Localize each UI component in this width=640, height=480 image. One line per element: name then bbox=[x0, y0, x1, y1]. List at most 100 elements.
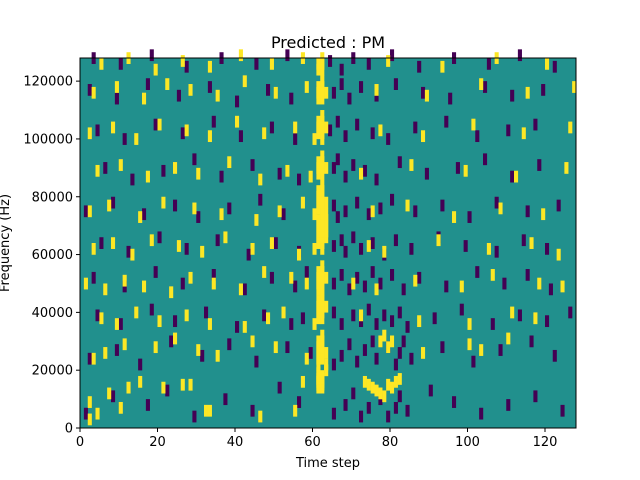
heatmap-cell-low bbox=[173, 199, 178, 212]
heatmap-cell-low bbox=[397, 390, 402, 403]
heatmap-cell-low bbox=[525, 269, 530, 281]
heatmap-cell-high bbox=[459, 280, 464, 293]
heatmap-cell-high bbox=[316, 335, 321, 348]
heatmap-cell-low bbox=[537, 159, 542, 171]
heatmap-cell-low bbox=[83, 407, 88, 420]
heatmap-cell-low bbox=[269, 271, 274, 284]
heatmap-cell-high bbox=[300, 196, 305, 209]
heatmap-cell-high bbox=[320, 260, 325, 273]
heatmap-cell-high bbox=[541, 208, 546, 221]
heatmap-cell-low bbox=[114, 92, 119, 105]
heatmap-cell-high bbox=[471, 118, 476, 131]
heatmap-cell-low bbox=[331, 162, 336, 174]
heatmap-cell-high bbox=[390, 335, 395, 348]
heatmap-cell-high bbox=[254, 214, 259, 226]
y-tick-label: 80000 bbox=[32, 190, 73, 205]
heatmap-cell-low bbox=[370, 335, 375, 348]
heatmap-cell-low bbox=[362, 280, 367, 293]
heatmap-cell-high bbox=[324, 347, 329, 359]
heatmap-cell-high bbox=[277, 205, 282, 218]
heatmap-cell-high bbox=[95, 164, 100, 177]
heatmap-cell-high bbox=[382, 329, 387, 342]
heatmap-cell-low bbox=[386, 133, 391, 145]
heatmap-cell-high bbox=[300, 375, 305, 388]
heatmap-cell-high bbox=[91, 86, 96, 99]
heatmap-cell-low bbox=[378, 277, 383, 290]
heatmap-cell-low bbox=[207, 81, 212, 93]
heatmap-cell-low bbox=[126, 245, 131, 258]
heatmap-cell-high bbox=[273, 86, 278, 99]
heatmap-cell-high bbox=[514, 170, 519, 183]
heatmap-cell-low bbox=[304, 266, 309, 278]
heatmap-cell-low bbox=[548, 283, 553, 296]
heatmap-cell-low bbox=[440, 341, 445, 354]
heatmap-cell-high bbox=[180, 378, 185, 391]
heatmap-cell-low bbox=[533, 118, 538, 131]
heatmap-cell-low bbox=[138, 358, 143, 371]
heatmap-cell-low bbox=[250, 159, 255, 171]
heatmap-cell-high bbox=[122, 338, 127, 351]
heatmap-cell-low bbox=[556, 199, 561, 212]
heatmap-cell-low bbox=[285, 49, 290, 62]
heatmap-cell-high bbox=[316, 185, 321, 197]
heatmap-cell-low bbox=[308, 347, 313, 359]
heatmap-cell-high bbox=[366, 240, 371, 252]
heatmap-cell-high bbox=[498, 202, 503, 215]
heatmap-cell-low bbox=[258, 193, 263, 206]
heatmap-cell-high bbox=[312, 243, 317, 255]
x-tick-label: 20 bbox=[149, 435, 166, 450]
heatmap-cell-low bbox=[289, 318, 294, 330]
heatmap-cell-low bbox=[397, 156, 402, 169]
heatmap-cell-low bbox=[242, 283, 247, 296]
heatmap-cell-high bbox=[560, 280, 565, 293]
heatmap-cell-high bbox=[312, 318, 317, 330]
heatmap-cell-low bbox=[401, 335, 406, 348]
heatmap-cell-high bbox=[409, 159, 414, 171]
heatmap-cell-high bbox=[111, 237, 116, 249]
x-tick-label: 0 bbox=[76, 435, 84, 450]
heatmap-cell-low bbox=[409, 243, 414, 255]
heatmap-cell-low bbox=[293, 280, 298, 293]
heatmap-cell-high bbox=[126, 381, 131, 394]
heatmap-cell-high bbox=[374, 84, 379, 96]
heatmap-cell-low bbox=[374, 173, 379, 186]
heatmap-cell-high bbox=[324, 208, 329, 221]
heatmap-cell-high bbox=[421, 347, 426, 359]
heatmap-cell-high bbox=[83, 277, 88, 290]
heatmap-cell-high bbox=[99, 58, 104, 70]
chart-title: Predicted : PM bbox=[271, 33, 385, 52]
heatmap-cell-low bbox=[355, 118, 360, 131]
heatmap-cell-low bbox=[343, 130, 348, 143]
heatmap-cell-low bbox=[339, 63, 344, 76]
heatmap-cell-low bbox=[343, 245, 348, 258]
heatmap-cell-high bbox=[362, 375, 367, 388]
heatmap-cell-low bbox=[502, 277, 507, 290]
heatmap-cell-high bbox=[200, 245, 205, 258]
heatmap-cell-low bbox=[517, 309, 522, 322]
heatmap-cell-low bbox=[149, 303, 154, 316]
heatmap-cell-low bbox=[142, 208, 147, 221]
heatmap-cell-high bbox=[316, 266, 321, 278]
heatmap-cell-low bbox=[289, 92, 294, 105]
heatmap-cell-high bbox=[196, 344, 201, 356]
heatmap-cell-high bbox=[304, 352, 309, 365]
heatmap-cell-low bbox=[397, 347, 402, 359]
heatmap-cell-low bbox=[459, 303, 464, 316]
plot-frame bbox=[79, 57, 577, 429]
x-tick-label: 80 bbox=[382, 435, 399, 450]
heatmap-cell-high bbox=[324, 121, 329, 134]
heatmap-cell-low bbox=[223, 393, 228, 406]
heatmap-cell-high bbox=[180, 55, 185, 67]
heatmap-cell-high bbox=[142, 280, 147, 293]
heatmap-cell-high bbox=[207, 130, 212, 143]
heatmap-cell-low bbox=[87, 84, 92, 96]
heatmap-cell-high bbox=[192, 202, 197, 215]
heatmap-cell-low bbox=[328, 124, 333, 137]
heatmap-cell-high bbox=[91, 352, 96, 365]
heatmap-cell-high bbox=[378, 335, 383, 348]
heatmap-cell-low bbox=[405, 404, 410, 417]
heatmap-cell-low bbox=[479, 407, 484, 420]
heatmap-cell-high bbox=[242, 321, 247, 333]
heatmap-cell-low bbox=[366, 58, 371, 70]
heatmap-cell-high bbox=[316, 367, 321, 380]
